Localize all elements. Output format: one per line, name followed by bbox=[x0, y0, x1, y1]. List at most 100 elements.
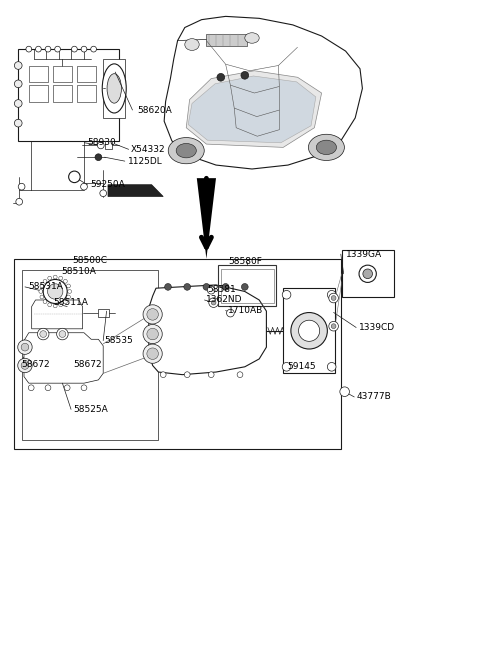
Circle shape bbox=[59, 276, 62, 280]
Text: 1362ND: 1362ND bbox=[206, 295, 243, 305]
Circle shape bbox=[64, 385, 70, 390]
Circle shape bbox=[237, 372, 243, 377]
Circle shape bbox=[48, 276, 52, 280]
Bar bbox=[98, 309, 109, 317]
Text: 58930: 58930 bbox=[87, 138, 116, 147]
Polygon shape bbox=[197, 178, 216, 259]
Bar bbox=[29, 66, 48, 82]
Text: 1339GA: 1339GA bbox=[346, 250, 382, 259]
Text: 58511A: 58511A bbox=[54, 298, 89, 307]
Polygon shape bbox=[32, 300, 83, 329]
Bar bbox=[77, 66, 96, 82]
Circle shape bbox=[40, 284, 44, 288]
Circle shape bbox=[48, 303, 52, 307]
Circle shape bbox=[147, 309, 158, 320]
Circle shape bbox=[208, 372, 214, 377]
Bar bbox=[29, 85, 48, 102]
Text: 58581: 58581 bbox=[207, 285, 236, 294]
Circle shape bbox=[48, 284, 63, 299]
Bar bbox=[283, 288, 335, 373]
Text: 59250A: 59250A bbox=[90, 180, 125, 189]
Text: 58535: 58535 bbox=[105, 336, 133, 345]
Circle shape bbox=[327, 290, 336, 299]
Circle shape bbox=[91, 47, 96, 52]
Circle shape bbox=[143, 344, 162, 364]
Circle shape bbox=[329, 322, 338, 331]
Circle shape bbox=[222, 284, 229, 290]
Bar bbox=[22, 270, 158, 440]
Text: X54332: X54332 bbox=[131, 145, 165, 154]
Circle shape bbox=[329, 293, 338, 303]
Circle shape bbox=[55, 47, 60, 52]
Ellipse shape bbox=[102, 64, 126, 113]
Text: 1710AB: 1710AB bbox=[228, 306, 263, 315]
Circle shape bbox=[68, 290, 72, 293]
Circle shape bbox=[43, 280, 47, 283]
Polygon shape bbox=[24, 333, 103, 383]
Ellipse shape bbox=[316, 140, 336, 155]
Bar bbox=[18, 49, 119, 141]
Circle shape bbox=[227, 309, 234, 317]
Bar bbox=[53, 85, 72, 102]
Polygon shape bbox=[186, 71, 322, 147]
Circle shape bbox=[327, 362, 336, 371]
Circle shape bbox=[67, 295, 71, 299]
Circle shape bbox=[97, 142, 104, 149]
Circle shape bbox=[18, 340, 32, 354]
Ellipse shape bbox=[185, 39, 199, 50]
Text: 58531A: 58531A bbox=[28, 282, 63, 291]
Text: 43777B: 43777B bbox=[356, 392, 391, 402]
Circle shape bbox=[43, 300, 47, 303]
Circle shape bbox=[147, 348, 158, 360]
Circle shape bbox=[14, 80, 22, 88]
Circle shape bbox=[184, 372, 190, 377]
Circle shape bbox=[363, 269, 372, 278]
Circle shape bbox=[59, 303, 62, 307]
Circle shape bbox=[299, 320, 320, 341]
Circle shape bbox=[143, 305, 162, 324]
Text: 1125DL: 1125DL bbox=[128, 157, 162, 166]
Circle shape bbox=[203, 284, 210, 290]
Circle shape bbox=[331, 295, 336, 301]
Text: 59145: 59145 bbox=[287, 362, 316, 371]
Circle shape bbox=[81, 385, 87, 390]
Circle shape bbox=[43, 280, 67, 303]
Circle shape bbox=[147, 328, 158, 340]
Circle shape bbox=[40, 295, 44, 299]
Circle shape bbox=[16, 198, 23, 205]
Circle shape bbox=[36, 47, 41, 52]
Text: 58525A: 58525A bbox=[73, 405, 108, 414]
Polygon shape bbox=[108, 185, 163, 196]
Ellipse shape bbox=[245, 33, 259, 43]
Circle shape bbox=[21, 343, 29, 351]
Polygon shape bbox=[188, 76, 316, 143]
Circle shape bbox=[45, 47, 51, 52]
Circle shape bbox=[14, 119, 22, 127]
Circle shape bbox=[241, 284, 248, 290]
Circle shape bbox=[207, 286, 215, 294]
Bar bbox=[53, 66, 72, 82]
Circle shape bbox=[59, 331, 66, 337]
Circle shape bbox=[282, 362, 291, 371]
Circle shape bbox=[39, 290, 43, 293]
Circle shape bbox=[63, 300, 67, 303]
Circle shape bbox=[340, 387, 349, 396]
Circle shape bbox=[291, 312, 327, 349]
Bar bbox=[221, 269, 274, 303]
Circle shape bbox=[18, 358, 32, 373]
Text: 58580F: 58580F bbox=[228, 257, 263, 267]
Text: 58620A: 58620A bbox=[137, 105, 171, 115]
Circle shape bbox=[100, 190, 107, 196]
Circle shape bbox=[63, 280, 67, 283]
Circle shape bbox=[28, 385, 34, 390]
Ellipse shape bbox=[107, 74, 121, 103]
Polygon shape bbox=[149, 285, 266, 375]
Bar bbox=[105, 141, 112, 149]
Circle shape bbox=[184, 284, 191, 290]
Text: 58500C: 58500C bbox=[72, 256, 107, 265]
Ellipse shape bbox=[309, 134, 345, 160]
Circle shape bbox=[331, 324, 336, 329]
Ellipse shape bbox=[168, 138, 204, 164]
Bar bbox=[77, 85, 96, 102]
Circle shape bbox=[57, 328, 68, 340]
